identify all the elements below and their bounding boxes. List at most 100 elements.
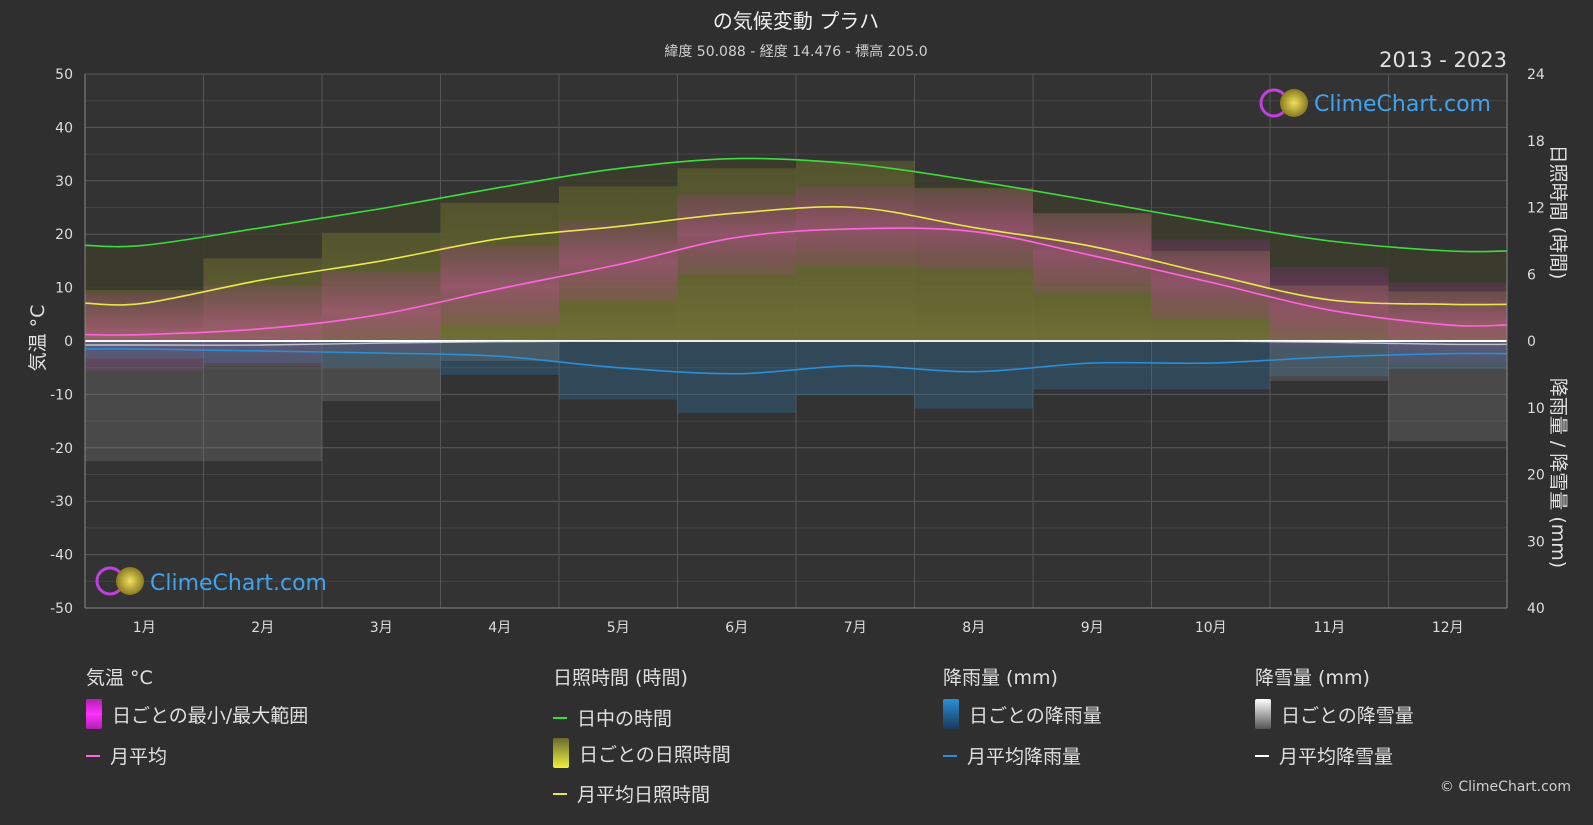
sunshine-avg-line [84, 206, 1508, 306]
snow-daily-band [85, 341, 204, 462]
temp-avg-swatch [86, 754, 100, 757]
sunshine-daily-swatch [553, 738, 569, 768]
left-tick-label: 0 [64, 334, 73, 350]
sunshine-avg-swatch [553, 792, 567, 795]
left-tick-label: 10 [55, 281, 73, 297]
rain-daily-band [1151, 341, 1270, 390]
legend-sunshine-daily: 日ごとの日照時間 [553, 738, 731, 768]
legend-sunshine-avg-label: 月平均日照時間 [577, 784, 711, 806]
legend-snow-title: 降雪量 (mm) [1255, 667, 1370, 689]
temp-range-swatch [86, 699, 102, 729]
logo-text-top: ClimeChart.com [1314, 92, 1491, 117]
climate-chart: の気候変動 プラハ 緯度 50.088 - 経度 14.476 - 標高 205… [27, 9, 1569, 636]
month-tick-label: 1月 [133, 620, 156, 636]
logo-sun-icon [116, 567, 144, 595]
legend-snow-daily: 日ごとの降雪量 [1255, 699, 1414, 729]
rain-avg-swatch [943, 754, 957, 757]
legend-rain-daily: 日ごとの降雨量 [943, 699, 1102, 729]
legend-temp-avg-label: 月平均 [110, 746, 168, 768]
month-tick-label: 6月 [725, 620, 748, 636]
legend-rain-avg-label: 月平均降雨量 [967, 746, 1082, 768]
copyright: © ClimeChart.com [1439, 779, 1571, 795]
snow-daily-band [322, 341, 441, 402]
legend-sunshine-daily-label: 日ごとの日照時間 [579, 743, 731, 766]
logo-sun-icon [1280, 89, 1308, 117]
chart-subtitle: 緯度 50.088 - 経度 14.476 - 標高 205.0 [664, 43, 927, 60]
snow-avg-swatch [1255, 754, 1269, 757]
left-tick-label: -40 [50, 548, 73, 564]
rain-daily-band [203, 341, 322, 364]
month-tick-label: 5月 [607, 620, 630, 636]
rain-daily-band [677, 341, 796, 413]
daylight-line [84, 157, 1508, 253]
logo-text-bottom: ClimeChart.com [150, 571, 327, 596]
left-tick-label: 50 [55, 67, 73, 83]
legend-temp-range: 日ごとの最小/最大範囲 [86, 699, 308, 729]
month-tick-label: 10月 [1195, 620, 1227, 636]
snow-daily-band [1388, 341, 1507, 442]
legend-rain-daily-label: 日ごとの降雨量 [969, 704, 1102, 727]
month-tick-label: 3月 [370, 620, 393, 636]
legend-snow-daily-label: 日ごとの降雪量 [1281, 704, 1414, 727]
month-tick-label: 4月 [488, 620, 511, 636]
legend-rain-avg: 月平均降雨量 [943, 742, 1081, 769]
temp-range-band [1388, 282, 1507, 363]
right-precip-tick-label: 40 [1527, 601, 1545, 617]
legend-temperature-title: 気温 °C [86, 667, 153, 689]
right-precip-tick-label: 10 [1527, 401, 1545, 417]
month-tick-label: 2月 [251, 620, 274, 636]
legend-sunshine-avg: 月平均日照時間 [553, 780, 710, 807]
legend-daylight: 日中の時間 [553, 704, 672, 731]
right-precip-tick-label: 20 [1527, 468, 1545, 484]
temp-range-band [677, 194, 796, 275]
temp-range-band [559, 221, 678, 303]
logo-top-right: ClimeChart.com [1259, 88, 1491, 118]
logo-bottom-left: ClimeChart.com [95, 566, 327, 596]
rain-daily-band [914, 341, 1033, 409]
right-sun-tick-label: 24 [1527, 67, 1545, 83]
temp-range-band [203, 285, 322, 367]
month-tick-label: 8月 [962, 620, 985, 636]
left-tick-label: -50 [50, 601, 73, 617]
month-tick-label: 11月 [1313, 620, 1345, 636]
right-axis-bottom-label: 降雨量 / 降雪量 (mm) [1547, 378, 1569, 568]
right-axis-top-label: 日照時間 (時間) [1547, 145, 1569, 280]
month-tick-label: 12月 [1432, 620, 1464, 636]
legend-sunshine-title: 日照時間 (時間) [553, 667, 688, 689]
legend-snow-avg: 月平均降雪量 [1255, 742, 1393, 769]
month-tick-label: 9月 [1081, 620, 1104, 636]
snow-daily-band [203, 341, 322, 462]
temp-avg-line [84, 227, 1508, 336]
snow-daily-band [440, 341, 559, 362]
right-sun-tick-label: 18 [1527, 134, 1545, 150]
snow-avg-line [84, 340, 1508, 346]
right-precip-tick-label: 30 [1527, 534, 1545, 550]
right-sun-tick-label: 0 [1527, 334, 1536, 350]
left-tick-label: 40 [55, 120, 73, 136]
temp-range-band [322, 271, 441, 352]
left-tick-label: 20 [55, 227, 73, 243]
legend-rain-title: 降雨量 (mm) [943, 667, 1058, 689]
temp-range-band [440, 245, 559, 327]
right-sun-tick-label: 6 [1527, 267, 1536, 283]
snow-daily-swatch [1255, 699, 1271, 729]
temp-range-band [1151, 239, 1270, 320]
legend-temp-range-label: 日ごとの最小/最大範囲 [112, 704, 309, 727]
left-tick-label: 30 [55, 174, 73, 190]
temp-range-band [1270, 267, 1389, 348]
rain-avg-line [84, 348, 1508, 375]
daylight-swatch [553, 716, 567, 719]
rain-daily-band [440, 341, 559, 375]
left-tick-label: -30 [50, 494, 73, 510]
legend-temp-avg: 月平均 [86, 742, 167, 769]
rain-daily-swatch [943, 699, 959, 729]
temp-range-band [1033, 212, 1152, 293]
left-tick-label: -20 [50, 441, 73, 457]
legend-daylight-label: 日中の時間 [577, 708, 673, 730]
right-sun-tick-label: 12 [1527, 201, 1545, 217]
legend-snow-avg-label: 月平均降雪量 [1279, 746, 1394, 768]
chart-title: の気候変動 プラハ [713, 9, 879, 33]
month-tick-label: 7月 [844, 620, 867, 636]
period-label: 2013 - 2023 [1379, 48, 1507, 72]
left-axis-label: 気温 °C [27, 305, 49, 372]
